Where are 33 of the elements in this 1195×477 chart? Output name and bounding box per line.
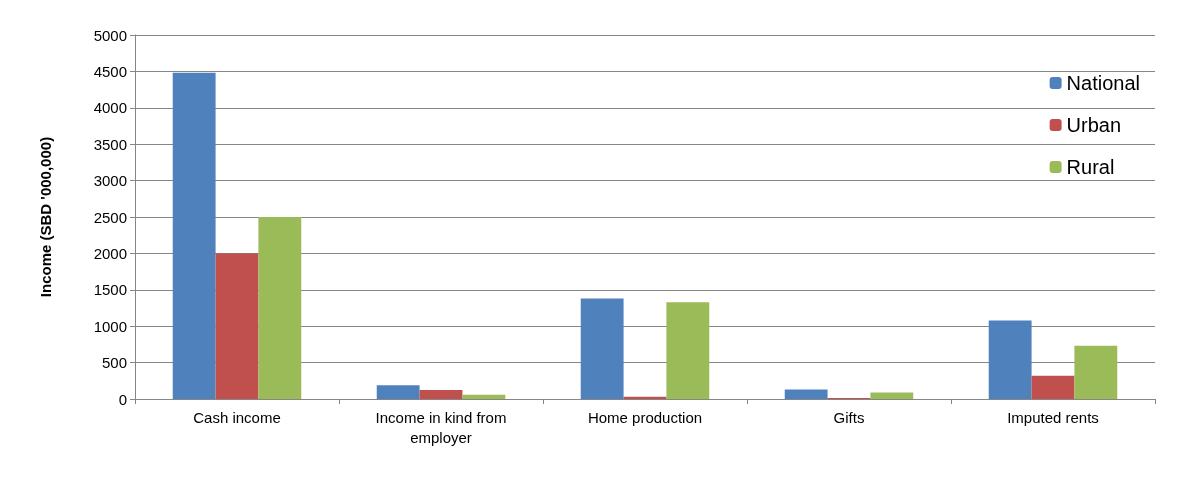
bar <box>784 389 828 399</box>
y-tick-label: 2500 <box>93 208 127 226</box>
x-tick-label: Income in kind from employer <box>375 408 507 446</box>
legend-label: Urban <box>1066 114 1122 136</box>
bar <box>988 320 1032 399</box>
bar <box>1031 375 1075 399</box>
bar <box>419 389 463 399</box>
y-tick-label: 3500 <box>93 135 127 153</box>
y-tick-label: 1500 <box>93 281 127 299</box>
y-tick-label: 0 <box>118 390 127 408</box>
y-axis-title: Income (SBD '000,000) <box>37 136 54 298</box>
bar <box>580 298 624 399</box>
legend-label: Rural <box>1066 156 1115 178</box>
y-tick-label: 1000 <box>93 317 127 335</box>
bar <box>258 217 302 399</box>
x-tick-label: Cash income <box>193 408 281 426</box>
y-tick-label: 4000 <box>93 99 127 117</box>
y-tick-label: 5000 <box>93 26 127 44</box>
bar <box>172 72 216 399</box>
bar <box>462 394 506 399</box>
bar <box>666 302 710 399</box>
x-tick-label: Imputed rents <box>1007 408 1099 426</box>
bar <box>1074 345 1118 399</box>
legend-label: National <box>1066 72 1141 94</box>
bar <box>376 385 420 399</box>
bar <box>870 392 914 399</box>
bar <box>215 253 259 399</box>
x-tick-label: Gifts <box>833 408 865 426</box>
x-tick-label: Home production <box>587 408 703 426</box>
y-tick-label: 4500 <box>93 62 127 80</box>
y-tick-label: 500 <box>101 354 127 372</box>
y-tick-label: 2000 <box>93 244 127 262</box>
y-tick-label: 3000 <box>93 172 127 190</box>
